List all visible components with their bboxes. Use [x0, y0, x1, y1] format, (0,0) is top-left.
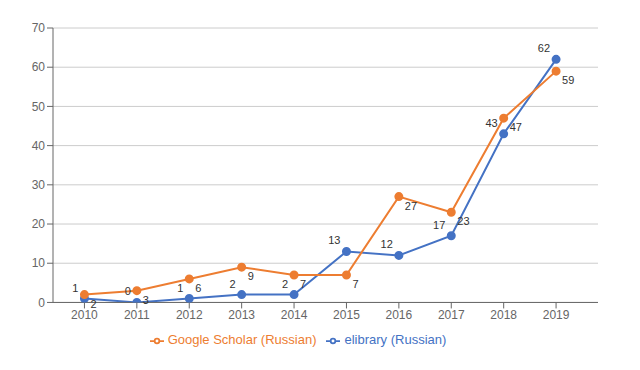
svg-text:7: 7	[300, 278, 306, 290]
svg-text:6: 6	[195, 282, 201, 294]
svg-text:1: 1	[177, 282, 183, 294]
svg-text:27: 27	[405, 200, 417, 212]
svg-text:2: 2	[90, 298, 96, 310]
svg-text:2014: 2014	[281, 308, 308, 322]
svg-text:17: 17	[433, 219, 445, 231]
svg-text:2010: 2010	[71, 308, 98, 322]
svg-text:47: 47	[510, 121, 522, 133]
svg-text:1: 1	[72, 282, 78, 294]
svg-text:62: 62	[538, 42, 550, 54]
svg-text:0: 0	[38, 296, 45, 310]
html-text:Google Scholar (Russian): Google Scholar (Russian)	[167, 332, 317, 348]
svg-text:2011: 2011	[124, 308, 150, 322]
svg-text:7: 7	[352, 278, 358, 290]
svg-text:60: 60	[32, 60, 46, 74]
svg-text:2017: 2017	[438, 308, 465, 322]
svg-text:9: 9	[248, 270, 254, 282]
svg-text:10: 10	[32, 256, 46, 270]
svg-text:2: 2	[282, 278, 288, 290]
svg-text:2018: 2018	[490, 308, 517, 322]
svg-text:13: 13	[328, 234, 340, 246]
svg-text:30: 30	[32, 178, 46, 192]
svg-text:2013: 2013	[228, 308, 255, 322]
svg-text:23: 23	[457, 215, 469, 227]
svg-text:2: 2	[230, 278, 236, 290]
html-text:elibrary (Russian): elibrary (Russian)	[344, 332, 447, 348]
svg-text:12: 12	[381, 238, 393, 250]
svg-text:2019: 2019	[543, 308, 570, 322]
svg-text:0: 0	[125, 285, 131, 297]
svg-text:70: 70	[32, 21, 46, 35]
svg-text:2015: 2015	[333, 308, 360, 322]
svg-text:2012: 2012	[176, 308, 203, 322]
svg-text:20: 20	[32, 217, 46, 231]
svg-text:40: 40	[32, 139, 46, 153]
svg-text:43: 43	[485, 117, 497, 129]
svg-text:50: 50	[32, 100, 46, 114]
svg-text:59: 59	[562, 74, 574, 86]
svg-text:2016: 2016	[386, 308, 413, 322]
svg-text:3: 3	[143, 294, 149, 306]
